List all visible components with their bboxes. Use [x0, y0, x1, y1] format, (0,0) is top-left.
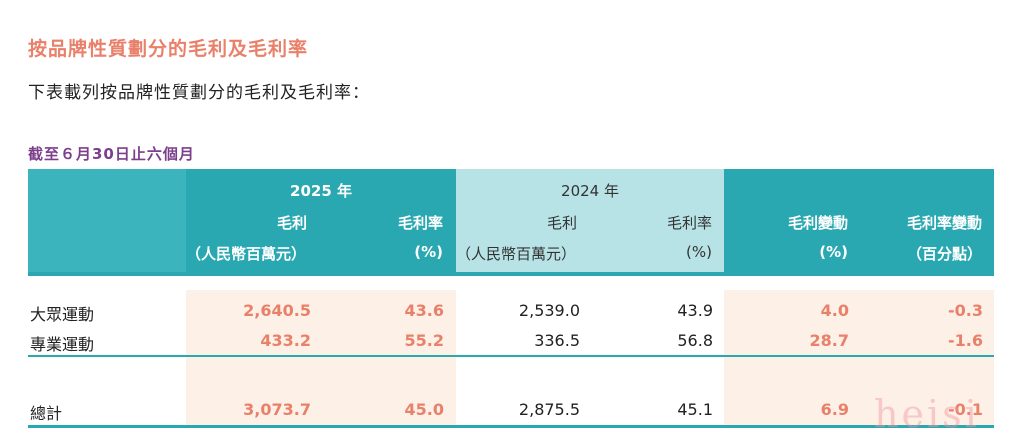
total-gm-change: -0.1: [948, 400, 983, 419]
shade-change-column: [724, 290, 994, 425]
cell-gm-2024: 56.8: [677, 331, 713, 350]
header-gp-change-unit: (%): [819, 243, 848, 261]
cell-gp-change: 4.0: [820, 301, 849, 320]
header-gm-2025-unit: (%): [414, 243, 443, 261]
total-gp-2024: 2,875.5: [518, 400, 580, 419]
total-label: 總計: [30, 404, 63, 423]
header-gp-change: 毛利變動: [787, 214, 848, 232]
cell-gm-2024: 43.9: [677, 301, 713, 320]
cell-gm-2025: 55.2: [404, 331, 444, 350]
cell-gp-2024: 2,539.0: [518, 301, 580, 320]
row-label: 大眾運動: [30, 305, 95, 324]
shade-2025-column: [186, 290, 456, 425]
cell-gp-2025: 2,640.5: [243, 301, 311, 320]
header-2024-block: [456, 169, 724, 272]
header-gm-change-unit: （百分點）: [906, 245, 982, 263]
watermark: heisi: [874, 392, 980, 436]
total-gp-2025: 3,073.7: [243, 400, 311, 419]
cell-gm-change: -1.6: [948, 331, 983, 350]
bottom-rule: [28, 425, 994, 428]
header-label-cell: [28, 169, 186, 272]
total-gm-2025: 45.0: [404, 400, 444, 419]
header-year-2024: 2024 年: [561, 182, 619, 200]
total-gm-2024: 45.1: [677, 400, 713, 419]
header-gm-2024: 毛利率: [666, 214, 712, 232]
intro-text: 下表載列按品牌性質劃分的毛利及毛利率：: [28, 83, 370, 103]
total-gp-change: 6.9: [820, 400, 849, 419]
period-label: 截至６月30日止六個月: [28, 145, 195, 163]
header-gp-2025-unit: （人民幣百萬元）: [186, 245, 307, 263]
row-label: 專業運動: [30, 335, 95, 354]
cell-gm-change: -0.3: [948, 301, 983, 320]
header-gp-2024: 毛利: [546, 214, 578, 232]
header-change-block: [724, 169, 994, 272]
header-gp-2024-unit: （人民幣百萬元）: [456, 245, 577, 263]
header-gm-2025: 毛利率: [397, 214, 443, 232]
cell-gp-2024: 336.5: [534, 331, 580, 350]
subtotal-rule: [28, 355, 994, 357]
header-rule: [28, 272, 994, 276]
cell-gp-change: 28.7: [809, 331, 849, 350]
header-gp-2025: 毛利: [276, 214, 308, 232]
cell-gp-2025: 433.2: [260, 331, 311, 350]
header-gm-change: 毛利率變動: [906, 214, 982, 232]
header-year-2025: 2025 年: [290, 182, 352, 200]
header-gm-2024-unit: (%): [686, 243, 712, 261]
header-2025-block: [186, 169, 456, 272]
cell-gm-2025: 43.6: [404, 301, 444, 320]
section-heading: 按品牌性質劃分的毛利及毛利率: [28, 38, 309, 60]
